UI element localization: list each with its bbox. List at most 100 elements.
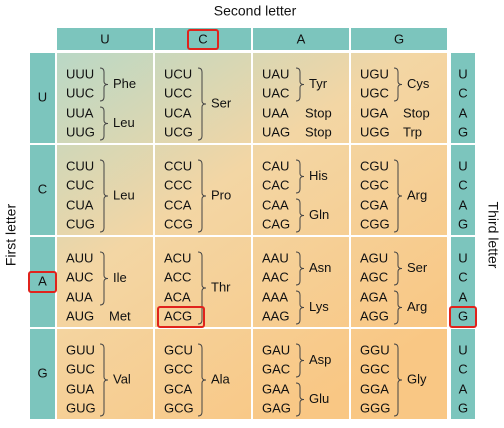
second-letter: U xyxy=(100,31,109,46)
codon: CUA xyxy=(66,197,94,212)
codon: CAC xyxy=(262,177,289,192)
brace xyxy=(295,198,305,233)
brace xyxy=(197,343,207,417)
highlight-box xyxy=(28,271,57,293)
amino-acid: Lys xyxy=(309,299,329,314)
amino-acid: Leu xyxy=(113,115,135,130)
third-letter: G xyxy=(458,124,468,139)
codon: UUA xyxy=(66,105,94,120)
codon: GCC xyxy=(164,361,193,376)
brace xyxy=(295,290,305,325)
codon: ACU xyxy=(164,250,191,265)
codon: AUA xyxy=(66,289,93,304)
brace xyxy=(393,290,403,325)
second-letter-title: Second letter xyxy=(214,3,297,19)
codon: CAU xyxy=(262,158,289,173)
first-letter: C xyxy=(38,181,47,196)
codon-cell xyxy=(155,145,251,235)
amino-acid: Gly xyxy=(407,371,427,386)
codon: UCC xyxy=(164,85,192,100)
codon: CUC xyxy=(66,177,94,192)
amino-acid: Phe xyxy=(113,76,136,91)
third-letter: G xyxy=(458,216,468,231)
second-letter: G xyxy=(394,31,404,46)
codon: CGA xyxy=(360,197,389,212)
codon: GAC xyxy=(262,361,290,376)
third-letter: C xyxy=(458,177,467,192)
amino-acid: Ile xyxy=(113,270,127,285)
brace xyxy=(197,251,207,325)
codon: CUU xyxy=(66,158,94,173)
second-letter: C xyxy=(198,31,207,46)
codon: CCC xyxy=(164,177,192,192)
codon: UCG xyxy=(164,124,193,139)
codon: UUG xyxy=(66,124,95,139)
amino-acid: Pro xyxy=(211,187,231,202)
first-letter-cell xyxy=(30,329,55,419)
third-letter-cell xyxy=(451,329,475,419)
amino-acid: Trp xyxy=(403,124,422,139)
amino-acid: Gln xyxy=(309,207,329,222)
amino-acid: Arg xyxy=(407,299,427,314)
amino-acid: Leu xyxy=(113,187,135,202)
codon: GUG xyxy=(66,400,96,415)
amino-acid: Ala xyxy=(211,371,231,386)
third-letter: U xyxy=(458,66,467,81)
amino-acid: Ser xyxy=(407,260,428,275)
amino-acid: Arg xyxy=(407,187,427,202)
brace xyxy=(393,343,403,417)
codon: GAU xyxy=(262,342,290,357)
third-letter: A xyxy=(459,289,468,304)
brace xyxy=(393,159,403,233)
brace xyxy=(99,106,109,141)
codon: AAG xyxy=(262,308,289,323)
codon: GAG xyxy=(262,400,291,415)
amino-acid: His xyxy=(309,168,328,183)
third-letter: C xyxy=(458,85,467,100)
codon: UCA xyxy=(164,105,192,120)
brace xyxy=(99,251,109,306)
header-cell xyxy=(351,28,447,50)
third-letter: G xyxy=(458,400,468,415)
codon: ACG xyxy=(164,308,192,323)
codon: GCU xyxy=(164,342,193,357)
first-letter: A xyxy=(38,273,47,288)
second-letter: A xyxy=(297,31,306,46)
codon: CGC xyxy=(360,177,389,192)
codon: AGA xyxy=(360,289,388,304)
third-letter-cell xyxy=(451,53,475,143)
codon-cell xyxy=(253,329,349,419)
codon: GUU xyxy=(66,342,95,357)
brace xyxy=(295,159,305,194)
brace xyxy=(295,343,305,378)
codon: ACA xyxy=(164,289,191,304)
third-letter-title: Third letter xyxy=(485,202,501,269)
third-letter: A xyxy=(459,197,468,212)
codon: AAA xyxy=(262,289,288,304)
brace xyxy=(99,343,109,417)
amino-acid: Stop xyxy=(305,105,332,120)
codon-cell xyxy=(253,237,349,327)
codon: CCU xyxy=(164,158,192,173)
codon: GCA xyxy=(164,381,193,396)
highlight-box xyxy=(449,306,477,328)
codon-cell xyxy=(351,329,447,419)
codon: GGA xyxy=(360,381,389,396)
codon: UUU xyxy=(66,66,94,81)
third-letter-cell xyxy=(451,145,475,235)
brace xyxy=(295,67,305,102)
amino-acid: Glu xyxy=(309,391,329,406)
codon: UGC xyxy=(360,85,389,100)
highlight-box xyxy=(157,306,205,328)
first-letter: G xyxy=(37,365,47,380)
brace xyxy=(295,382,305,417)
first-letter-cell xyxy=(30,237,55,327)
codon: AUU xyxy=(66,250,93,265)
codon: UGU xyxy=(360,66,389,81)
codon-cell xyxy=(57,53,153,143)
codon: AUG xyxy=(66,308,94,323)
codon-cell xyxy=(253,53,349,143)
brace xyxy=(393,67,403,102)
codon-cell xyxy=(57,329,153,419)
